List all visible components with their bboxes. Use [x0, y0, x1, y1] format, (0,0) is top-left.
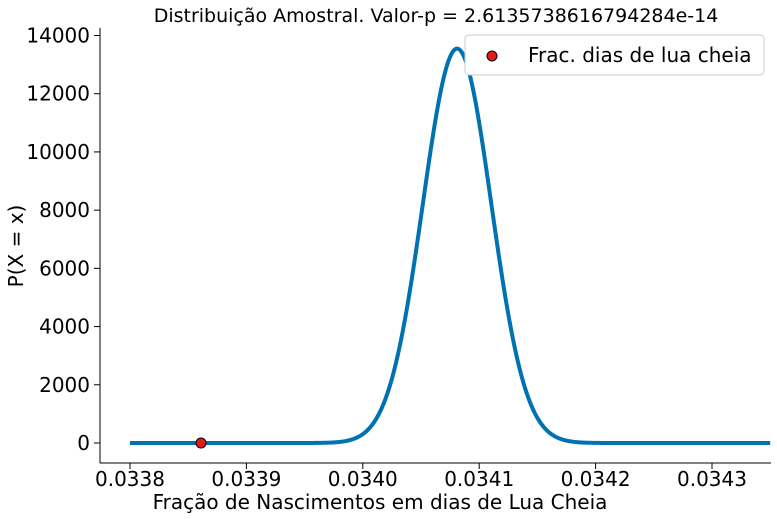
legend-marker — [486, 50, 498, 62]
y-tick-label: 12000 — [26, 82, 90, 106]
x-tick-label: 0.0339 — [211, 467, 281, 491]
x-tick-label: 0.0343 — [677, 467, 747, 491]
y-tick-label: 14000 — [26, 24, 90, 48]
y-ticks: 0 2000 4000 6000 8000 10000 12000 14000 — [26, 24, 100, 455]
y-tick-label: 6000 — [39, 256, 90, 280]
x-tick-label: 0.0342 — [561, 467, 631, 491]
legend: Frac. dias de lua cheia — [464, 34, 765, 76]
y-tick-label: 10000 — [26, 140, 90, 164]
y-tick-label: 8000 — [39, 198, 90, 222]
legend-box — [464, 34, 765, 76]
axes — [99, 28, 771, 464]
y-tick-label: 0 — [77, 431, 90, 455]
y-tick-label: 2000 — [39, 373, 90, 397]
chart-title: Distribuição Amostral. Valor-p = 2.61357… — [154, 5, 719, 27]
x-axis-label: Fração de Nascimentos em dias de Lua Che… — [153, 490, 608, 514]
y-axis-label: P(X = x) — [4, 205, 28, 288]
x-tick-label: 0.0338 — [95, 467, 165, 491]
x-tick-label: 0.0340 — [328, 467, 398, 491]
full-moon-fraction-point — [195, 437, 207, 449]
x-tick-label: 0.0341 — [444, 467, 514, 491]
legend-label: Frac. dias de lua cheia — [528, 43, 752, 67]
y-tick-label: 4000 — [39, 315, 90, 339]
sampling-distribution-curve — [129, 46, 772, 445]
x-ticks: 0.0338 0.0339 0.0340 0.0341 0.0342 0.0343 — [95, 463, 747, 491]
